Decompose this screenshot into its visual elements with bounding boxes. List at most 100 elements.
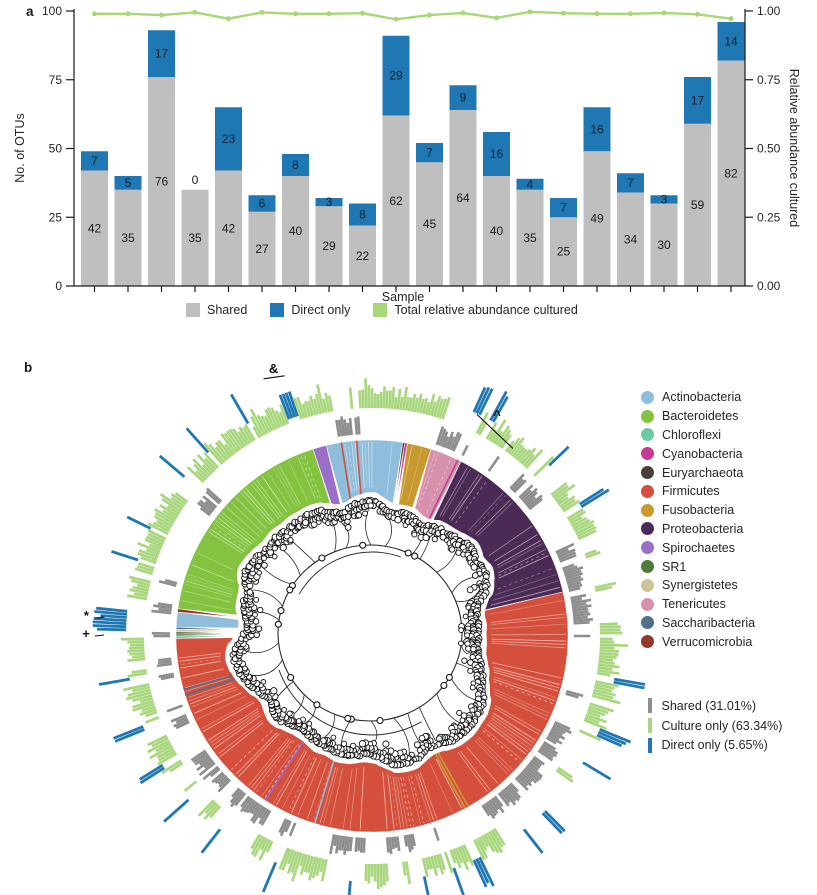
legend-swatch bbox=[270, 303, 285, 317]
svg-text:27: 27 bbox=[255, 242, 269, 256]
svg-text:35: 35 bbox=[523, 231, 537, 245]
svg-text:100: 100 bbox=[42, 4, 62, 18]
svg-text:25: 25 bbox=[49, 210, 63, 224]
svg-text:34: 34 bbox=[624, 232, 638, 246]
svg-text:59: 59 bbox=[691, 198, 705, 212]
svg-text:6: 6 bbox=[259, 197, 266, 211]
svg-text:4: 4 bbox=[527, 177, 534, 191]
legend-label: Direct only bbox=[291, 303, 351, 317]
svg-text:7: 7 bbox=[426, 146, 433, 160]
phylum-label: Proteobacteria bbox=[662, 521, 744, 536]
legend-phylum-spirochaetes: Spirochaetes bbox=[641, 538, 755, 557]
phylum-label: Fusobacteria bbox=[662, 503, 735, 518]
svg-text:0: 0 bbox=[192, 173, 199, 187]
svg-text:40: 40 bbox=[490, 224, 504, 238]
annotation-asterisk: * bbox=[84, 608, 90, 623]
svg-text:45: 45 bbox=[423, 217, 437, 231]
svg-text:22: 22 bbox=[356, 249, 370, 263]
y-axis-label-left: No. of OTUs bbox=[13, 113, 27, 183]
phylum-label: Cyanobacteria bbox=[662, 446, 743, 461]
legend-phylum-tenericutes: Tenericutes bbox=[641, 595, 755, 614]
annotation-caret: ^ bbox=[493, 407, 501, 422]
svg-text:23: 23 bbox=[222, 132, 236, 146]
legend-phylum-verrucomicrobia: Verrucomicrobia bbox=[641, 632, 755, 651]
svg-text:17: 17 bbox=[155, 47, 169, 61]
svg-text:30: 30 bbox=[657, 238, 671, 252]
ring-legend: Shared (31.01%) Culture only (63.34%) Dire… bbox=[648, 696, 782, 755]
svg-text:3: 3 bbox=[661, 192, 668, 206]
legend-phylum-fusobacteria: Fusobacteria bbox=[641, 501, 755, 520]
legend-phylum-cyanobacteria: Cyanobacteria bbox=[641, 444, 755, 463]
svg-text:9: 9 bbox=[460, 91, 467, 105]
legend-phylum-synergistetes: Synergistetes bbox=[641, 576, 755, 595]
phylum-color-dot bbox=[641, 635, 654, 649]
legend-phylum-chloroflexi: Chloroflexi bbox=[641, 426, 755, 445]
phylum-color-dot bbox=[641, 466, 654, 480]
phylum-label: Actinobacteria bbox=[662, 390, 742, 405]
svg-text:82: 82 bbox=[724, 166, 738, 180]
svg-text:0: 0 bbox=[55, 279, 62, 293]
phylum-label: Chloroflexi bbox=[662, 427, 722, 442]
ring-color-swatch bbox=[648, 698, 652, 714]
panel-a-label: a bbox=[26, 4, 34, 19]
phylum-label: Euryarchaeota bbox=[662, 465, 744, 480]
legend-phylum-proteobacteria: Proteobacteria bbox=[641, 520, 755, 539]
svg-text:35: 35 bbox=[188, 231, 202, 245]
svg-text:14: 14 bbox=[724, 34, 738, 48]
ring-label: Direct only (5.65%) bbox=[661, 738, 768, 753]
legend-phylum-sr1: SR1 bbox=[641, 557, 755, 576]
legend-phylum-saccharibacteria: Saccharibacteria bbox=[641, 614, 755, 633]
svg-text:0.25: 0.25 bbox=[757, 210, 781, 224]
svg-text:0.00: 0.00 bbox=[757, 279, 781, 293]
phylum-label: SR1 bbox=[662, 559, 687, 574]
svg-text:35: 35 bbox=[121, 231, 135, 245]
x-axis-label: Sample bbox=[381, 290, 425, 304]
svg-text:8: 8 bbox=[292, 158, 299, 172]
svg-text:0.75: 0.75 bbox=[757, 73, 781, 87]
phylum-label: Saccharibacteria bbox=[662, 615, 756, 630]
svg-text:7: 7 bbox=[91, 154, 98, 168]
svg-text:50: 50 bbox=[49, 142, 63, 156]
ring-label: Shared (31.01%) bbox=[661, 698, 757, 713]
legend-label: Total relative abundance cultured bbox=[394, 303, 578, 317]
phylum-color-dot bbox=[641, 447, 654, 461]
phylum-color-dot bbox=[641, 390, 654, 404]
legend-swatch bbox=[186, 303, 200, 317]
svg-text:29: 29 bbox=[322, 239, 336, 253]
phylum-color-dot bbox=[641, 616, 654, 630]
svg-text:3: 3 bbox=[326, 195, 333, 209]
annotation-ampersand: & bbox=[269, 361, 278, 376]
legend-phylum-firmicutes: Firmicutes bbox=[641, 482, 755, 501]
svg-text:7: 7 bbox=[560, 201, 567, 215]
legend-ring-shared: Shared (31.01%) bbox=[648, 696, 782, 716]
legend-phylum-bacteroidetes: Bacteroidetes bbox=[641, 407, 755, 426]
phylum-color-dot bbox=[641, 484, 654, 498]
svg-text:76: 76 bbox=[155, 175, 169, 189]
svg-text:75: 75 bbox=[49, 73, 63, 87]
phylum-label: Firmicutes bbox=[662, 484, 720, 499]
svg-text:1.00: 1.00 bbox=[757, 4, 781, 18]
legend-item-direct-only: Direct only bbox=[270, 303, 350, 317]
phylum-color-dot bbox=[641, 578, 654, 592]
legend-phylum-actinobacteria: Actinobacteria bbox=[641, 388, 755, 407]
phylum-label: Verrucomicrobia bbox=[662, 634, 753, 649]
phylum-color-dot bbox=[641, 597, 654, 611]
svg-text:40: 40 bbox=[289, 224, 303, 238]
svg-text:7: 7 bbox=[627, 176, 634, 190]
svg-text:49: 49 bbox=[590, 212, 604, 226]
phylum-color-dot bbox=[641, 522, 654, 536]
legend-ring-culture: Culture only (63.34%) bbox=[648, 716, 782, 736]
legend-swatch bbox=[373, 303, 388, 317]
svg-text:42: 42 bbox=[88, 221, 102, 235]
phyla-legend: Actinobacteria Bacteroidetes Chloroflexi Cy… bbox=[641, 388, 755, 651]
bar-chart-legend: Shared Direct only Total relative abundanc… bbox=[186, 303, 578, 317]
ring-label: Culture only (63.34%) bbox=[661, 718, 783, 733]
legend-label: Shared bbox=[207, 303, 248, 317]
legend-item-shared: Shared bbox=[186, 303, 247, 317]
panel-b-label: b bbox=[24, 360, 33, 375]
phylum-label: Bacteroidetes bbox=[662, 409, 739, 424]
y-axis-label-right: Relative abundance cultured bbox=[787, 68, 801, 228]
phylum-color-dot bbox=[641, 503, 654, 517]
